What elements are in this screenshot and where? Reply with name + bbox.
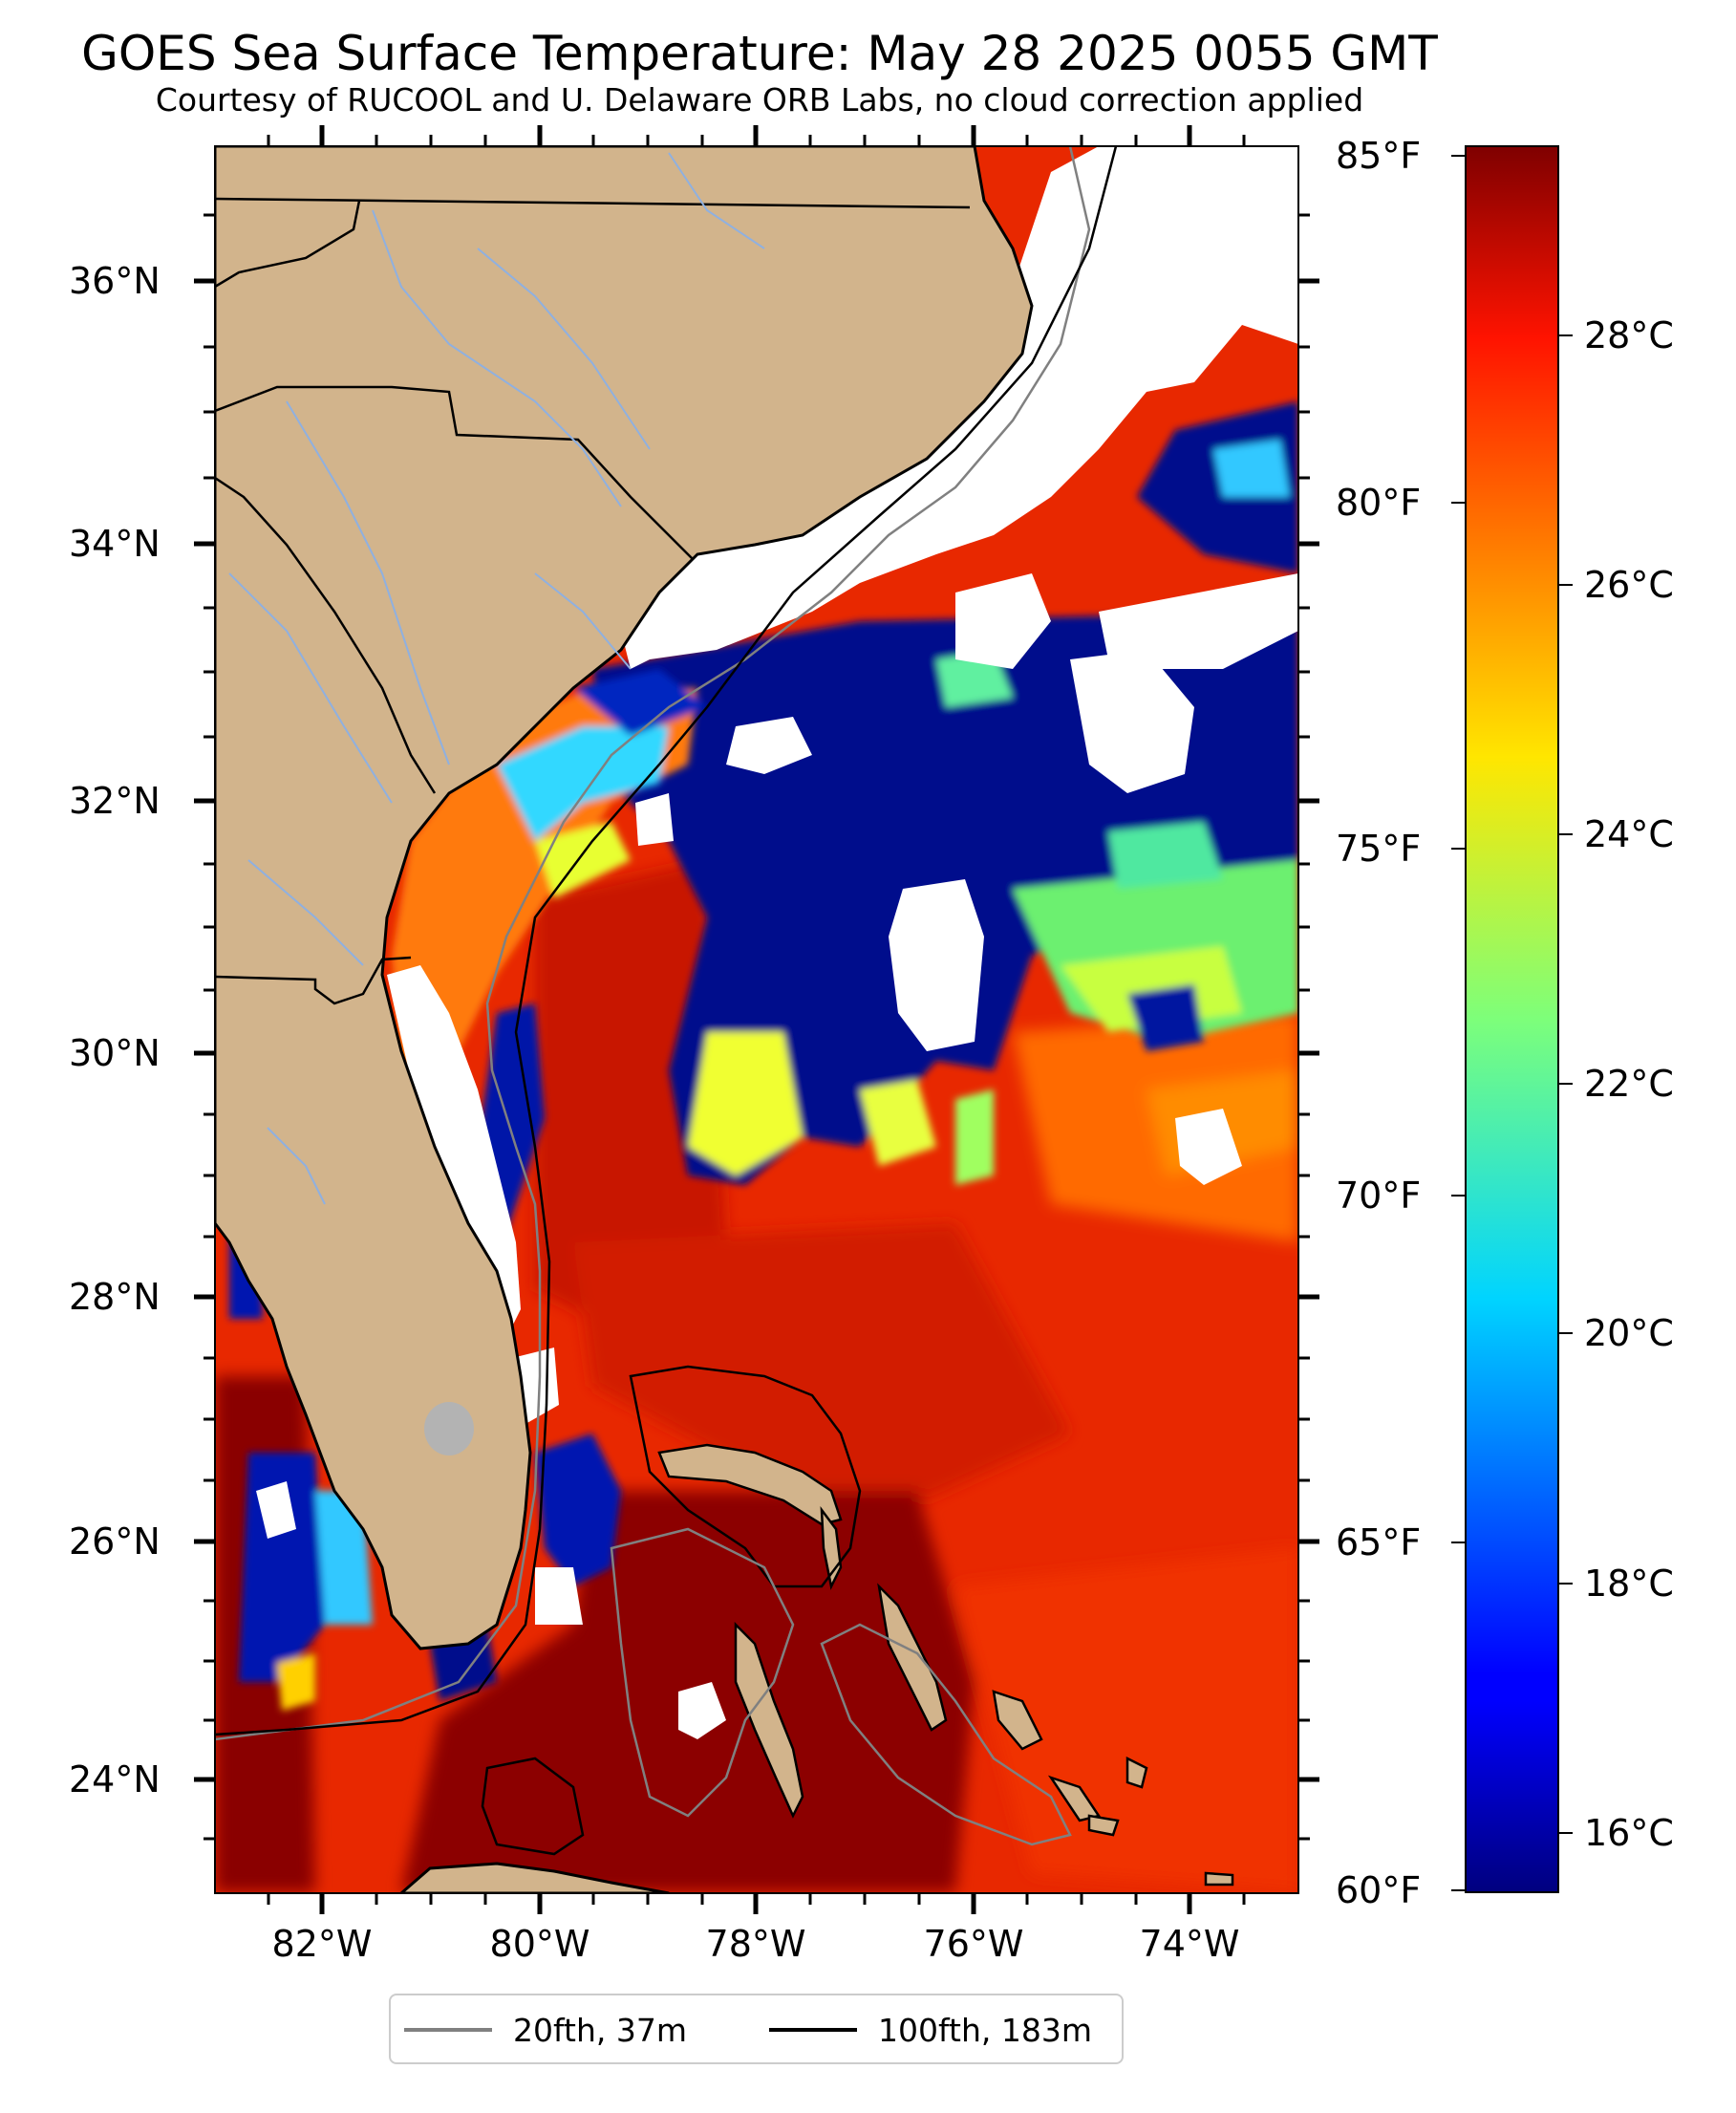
lat-label: 36°N <box>69 260 161 302</box>
lat-label: 24°N <box>69 1758 161 1800</box>
lon-label: 74°W <box>1139 1923 1240 1965</box>
legend-label: 100fth, 183m <box>878 2011 1092 2049</box>
legend-item-20fth: 20fth, 37m <box>404 2011 687 2049</box>
colorbar-celsius-label: 20°C <box>1584 1312 1674 1354</box>
colorbar-fahrenheit-label: 80°F <box>1336 482 1422 524</box>
colorbar-fahrenheit-label: 65°F <box>1336 1521 1422 1563</box>
colorbar-ticks <box>1451 155 1573 1891</box>
colorbar-fahrenheit-label: 70°F <box>1336 1175 1422 1217</box>
colorbar-fahrenheit-label: 85°F <box>1336 135 1422 177</box>
colorbar-celsius-label: 16°C <box>1584 1812 1674 1854</box>
lat-label: 26°N <box>69 1520 161 1563</box>
map-minor-ticks <box>204 135 1310 1905</box>
colorbar-celsius-label: 24°C <box>1584 813 1674 855</box>
us-land <box>215 146 1034 1650</box>
lon-label: 78°W <box>705 1923 806 1965</box>
map-subtitle: Courtesy of RUCOOL and U. Delaware ORB L… <box>155 81 1364 119</box>
colorbar-fahrenheit-label: 75°F <box>1336 828 1422 870</box>
cuba-land <box>398 1862 670 1893</box>
colorbar-celsius-label: 18°C <box>1584 1563 1674 1605</box>
map-major-ticks <box>194 125 1319 1914</box>
colorbar-celsius-label: 26°C <box>1584 564 1674 606</box>
bathymetry-contours <box>215 146 1118 1856</box>
lon-label: 80°W <box>489 1923 590 1965</box>
rivers <box>228 152 765 1205</box>
legend-swatch-gray <box>404 2028 492 2032</box>
lon-label: 82°W <box>271 1923 373 1965</box>
lat-label: 34°N <box>69 523 161 565</box>
lon-label: 76°W <box>923 1923 1024 1965</box>
colorbar-celsius-label: 28°C <box>1584 314 1674 356</box>
colorbar-fahrenheit-label: 60°F <box>1336 1869 1422 1911</box>
map-title: GOES Sea Surface Temperature: May 28 202… <box>81 26 1438 81</box>
contour-legend: 20fth, 37m 100fth, 183m <box>389 1994 1124 2064</box>
legend-item-100fth: 100fth, 183m <box>769 2011 1092 2049</box>
legend-swatch-black <box>769 2028 857 2032</box>
colorbar <box>1465 145 1559 1893</box>
lat-label: 32°N <box>69 780 161 822</box>
lat-label: 30°N <box>69 1032 161 1074</box>
colorbar-celsius-label: 22°C <box>1584 1063 1674 1105</box>
legend-label: 20fth, 37m <box>513 2011 687 2049</box>
lat-label: 28°N <box>69 1276 161 1318</box>
lake-okeechobee <box>424 1402 474 1455</box>
state-borders <box>215 197 971 1005</box>
bahamas-islands <box>657 1443 1234 1887</box>
